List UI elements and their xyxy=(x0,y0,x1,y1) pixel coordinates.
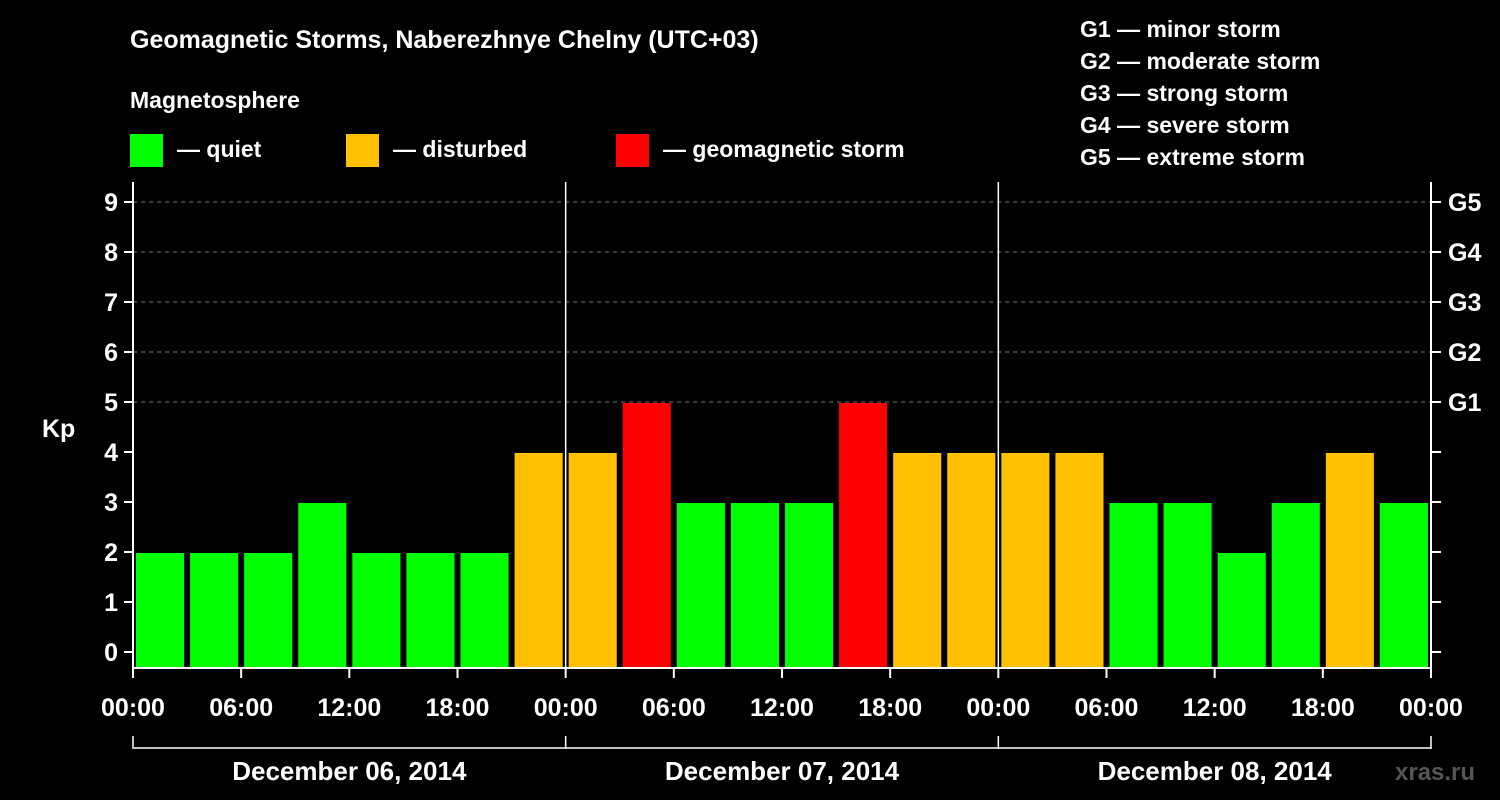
x-tick-label-5: 00:00 xyxy=(534,694,598,722)
bar-3 xyxy=(244,553,293,668)
storm-level-label-G1: G1 xyxy=(1448,389,1481,417)
date-labels: December 06, 2014 December 07, 2014 Decemb… xyxy=(132,736,1432,786)
date-label-3: December 08, 2014 xyxy=(1098,756,1333,786)
bar-19 xyxy=(1109,503,1158,668)
x-tick-label-8: 18:00 xyxy=(858,694,922,722)
x-tick-label-7: 12:00 xyxy=(750,694,814,722)
y-tick-label-9: 9 xyxy=(104,189,118,217)
grid xyxy=(133,201,1431,403)
x-tick-label-4: 18:00 xyxy=(426,694,490,722)
legend-swatch-3 xyxy=(616,134,649,167)
bar-21 xyxy=(1217,553,1266,668)
storm-scale-item-2: G2 — moderate storm xyxy=(1080,48,1320,74)
bar-20 xyxy=(1163,503,1212,668)
storm-scale-item-1: G1 — minor storm xyxy=(1080,16,1281,42)
x-tick-label-9: 00:00 xyxy=(966,694,1030,722)
x-tick-label-11: 12:00 xyxy=(1183,694,1247,722)
bar-4 xyxy=(298,503,347,668)
watermark: xras.ru xyxy=(1395,759,1475,786)
chart-subtitle: Magnetosphere xyxy=(130,87,300,113)
bar-11 xyxy=(676,503,725,668)
bar-18 xyxy=(1055,453,1104,668)
bar-7 xyxy=(460,553,509,668)
legend-swatch-2 xyxy=(346,134,379,167)
date-label-1: December 06, 2014 xyxy=(232,756,467,786)
bar-24 xyxy=(1379,503,1428,668)
x-tick-label-10: 06:00 xyxy=(1075,694,1139,722)
legend: — quiet — disturbed — geomagnetic storm xyxy=(130,134,905,167)
storm-level-label-G3: G3 xyxy=(1448,289,1481,317)
legend-label-1: — quiet xyxy=(177,136,262,162)
bar-16 xyxy=(947,453,996,668)
y-tick-label-1: 1 xyxy=(104,589,118,617)
y-tick-label-2: 2 xyxy=(104,539,118,567)
y-tick-label-4: 4 xyxy=(104,439,118,467)
bar-9 xyxy=(568,453,617,668)
storm-scale-legend: G1 — minor storm G2 — moderate storm G3 — … xyxy=(1080,16,1320,170)
storm-scale-item-4: G4 — severe storm xyxy=(1080,112,1290,138)
bar-13 xyxy=(785,503,834,668)
x-tick-label-2: 06:00 xyxy=(209,694,273,722)
storm-level-label-G5: G5 xyxy=(1448,189,1481,217)
y-tick-label-8: 8 xyxy=(104,239,118,267)
storm-level-label-G4: G4 xyxy=(1448,239,1481,267)
bar-17 xyxy=(1001,453,1050,668)
storm-level-label-G2: G2 xyxy=(1448,339,1481,367)
y-axis-ticks: 0 1 2 3 4 5 6 7 8 9 xyxy=(104,189,133,667)
y-tick-label-7: 7 xyxy=(104,289,118,317)
bar-5 xyxy=(352,553,401,668)
bar-6 xyxy=(406,553,455,668)
bar-15 xyxy=(893,453,942,668)
y-axis-label: Kp xyxy=(42,415,75,443)
x-tick-label-3: 12:00 xyxy=(317,694,381,722)
x-tick-label-1: 00:00 xyxy=(101,694,165,722)
y-tick-label-5: 5 xyxy=(104,389,118,417)
storm-scale-item-5: G5 — extreme storm xyxy=(1080,144,1305,170)
bar-12 xyxy=(730,503,779,668)
y-tick-label-3: 3 xyxy=(104,489,118,517)
x-axis-ticks: 00:00 06:00 12:00 18:00 00:00 06:00 12:00 18:00… xyxy=(101,668,1463,722)
bar-23 xyxy=(1325,453,1374,668)
legend-label-3: — geomagnetic storm xyxy=(663,136,905,162)
bar-14 xyxy=(839,403,888,668)
storm-level-ticks: G1 G2 G3 G4 G5 xyxy=(1431,189,1481,653)
y-tick-label-0: 0 xyxy=(104,639,118,667)
storm-scale-item-3: G3 — strong storm xyxy=(1080,80,1288,106)
x-tick-label-13: 00:00 xyxy=(1399,694,1463,722)
x-tick-label-6: 06:00 xyxy=(642,694,706,722)
y-tick-label-6: 6 xyxy=(104,339,118,367)
bar-2 xyxy=(190,553,239,668)
date-label-2: December 07, 2014 xyxy=(665,756,900,786)
bar-8 xyxy=(514,453,563,668)
bar-22 xyxy=(1271,503,1320,668)
chart-title: Geomagnetic Storms, Naberezhnye Chelny (… xyxy=(130,26,759,54)
legend-label-2: — disturbed xyxy=(393,136,527,162)
x-tick-label-12: 18:00 xyxy=(1291,694,1355,722)
bars xyxy=(136,403,1428,668)
bar-10 xyxy=(622,403,671,668)
bar-1 xyxy=(136,553,185,668)
legend-swatch-1 xyxy=(130,134,163,167)
